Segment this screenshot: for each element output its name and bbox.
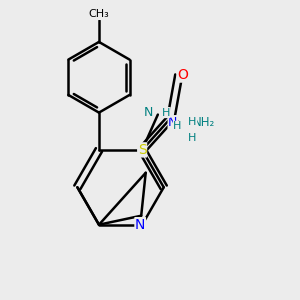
Text: O: O [177,68,188,82]
Text: N: N [135,218,146,232]
Text: H: H [162,108,170,118]
Text: CH₃: CH₃ [88,10,109,20]
Text: N: N [168,116,178,129]
Text: N: N [143,106,153,119]
Text: NH₂: NH₂ [193,116,215,129]
Text: H: H [188,117,197,127]
Text: H: H [173,121,182,131]
Text: S: S [138,143,146,157]
Text: H: H [188,133,197,143]
